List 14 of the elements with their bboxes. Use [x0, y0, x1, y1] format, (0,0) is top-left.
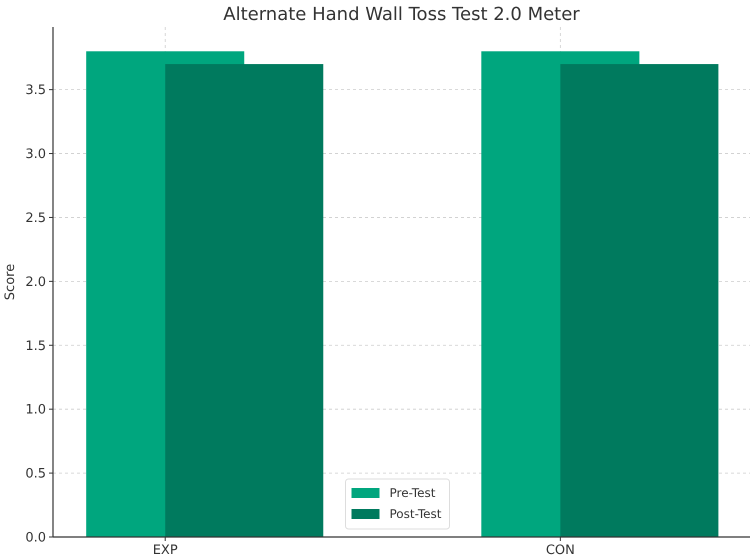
x-tick-label: EXP: [152, 543, 178, 557]
y-tick-label: 1.5: [25, 338, 46, 354]
y-tick-label: 3.5: [25, 83, 46, 98]
y-tick-label: 3.0: [25, 147, 46, 162]
y-tick-label: 2.0: [25, 274, 46, 290]
y-tick-label: 0.5: [25, 466, 46, 482]
legend-label: Post-Test: [390, 507, 442, 522]
chart-title: Alternate Hand Wall Toss Test 2.0 Meter: [223, 4, 580, 25]
y-axis-title: Score: [3, 264, 18, 300]
y-tick-label: 2.5: [25, 211, 46, 226]
y-tick-label: 1.0: [25, 402, 46, 418]
x-tick-label: CON: [546, 543, 575, 557]
legend-label: Pre-Test: [390, 486, 436, 500]
y-tick-label: 0.0: [25, 530, 46, 546]
